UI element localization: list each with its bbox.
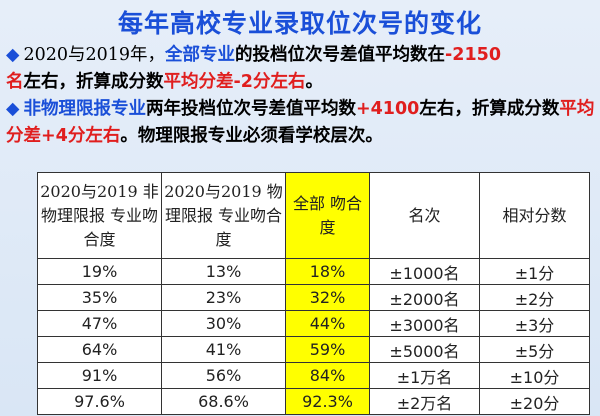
cell-score: ±5分 [479,336,590,363]
bullet-highlight: 全部专业 [165,45,236,65]
bullet-text: 。 [305,72,323,92]
cell-overall: 59% [285,336,370,363]
bullet-list: ◆ 2020与2019年，全部专业的投档位次号差值平均数在-2150 名左右，折算成… [6,42,596,150]
table-header-row: 2020与2019 非物理限报 专业吻合度 2020与2019 物理限报 专业吻… [37,172,590,259]
header-rank: 名次 [369,172,480,259]
cell-nonphysics: 47% [37,310,162,337]
bullet-text: 左右，折算成分数 [23,72,164,92]
cell-physics: 56% [161,362,286,389]
cell-rank: ±3000名 [369,310,480,337]
cell-overall: 92.3% [285,388,370,415]
cell-rank: ±1万名 [369,362,480,389]
bullet-text: 左右，折算成分数 [419,99,560,119]
diamond-bullet-icon: ◆ [6,99,20,119]
cell-score: ±10分 [479,362,590,389]
cell-physics: 30% [161,310,286,337]
bullet-highlight: 非物理限报专业 [23,99,146,119]
bullet-text: 两年投档位次号差值平均数 [145,99,356,119]
table-row: 97.6% 68.6% 92.3% ±2万名 ±20分 [37,388,590,415]
header-overall-match: 全部 吻合度 [285,172,370,259]
cell-overall: 84% [285,362,370,389]
slide-title: 每年高校专业录取位次号的变化 [117,9,482,38]
bullet-highlight: -2150 [445,45,502,65]
bullet-highlight: 平均分差+4分左右 [6,99,595,146]
cell-overall: 18% [285,258,370,285]
table-row: 19% 13% 18% ±1000名 ±1分 [37,258,590,285]
cell-nonphysics: 35% [37,284,162,311]
cell-nonphysics: 19% [37,258,162,285]
cell-nonphysics: 64% [37,336,162,363]
diamond-bullet-icon: ◆ [6,45,20,65]
cell-physics: 41% [161,336,286,363]
bullet-text: 的投档位次号差值平均数在 [235,45,446,65]
bullet-text: 2020与2019年， [23,45,166,65]
cell-rank: ±5000名 [369,336,480,363]
cell-overall: 32% [285,284,370,311]
cell-physics: 13% [161,258,286,285]
admission-table: 2020与2019 非物理限报 专业吻合度 2020与2019 物理限报 专业吻… [37,172,590,415]
bullet-item-2: ◆ 非物理限报专业两年投档位次号差值平均数+4100左右，折算成分数平均分差+4分… [6,96,596,150]
cell-score: ±20分 [479,388,590,415]
bullet-highlight: 名 [6,72,24,92]
cell-rank: ±2000名 [369,284,480,311]
cell-overall: 44% [285,310,370,337]
table-row: 35% 23% 32% ±2000名 ±2分 [37,284,590,311]
table-row: 91% 56% 84% ±1万名 ±10分 [37,362,590,389]
bullet-text: 。物理限报专业必须看学校层次。 [120,126,383,146]
bullet-item-1: ◆ 2020与2019年，全部专业的投档位次号差值平均数在-2150 名左右，折算成… [6,42,596,96]
cell-nonphysics: 91% [37,362,162,389]
cell-rank: ±1000名 [369,258,480,285]
cell-physics: 23% [161,284,286,311]
cell-score: ±1分 [479,258,590,285]
bullet-highlight: +4100 [355,99,420,119]
bullet-highlight: 平均分差-2分左右 [163,72,306,92]
cell-physics: 68.6% [161,388,286,415]
table-row: 64% 41% 59% ±5000名 ±5分 [37,336,590,363]
cell-rank: ±2万名 [369,388,480,415]
header-relative-score: 相对分数 [479,172,590,259]
cell-score: ±3分 [479,310,590,337]
header-physics-match: 2020与2019 物理限报 专业吻合度 [161,172,286,259]
cell-nonphysics: 97.6% [37,388,162,415]
cell-score: ±2分 [479,284,590,311]
table-row: 47% 30% 44% ±3000名 ±3分 [37,310,590,337]
header-nonphysics-match: 2020与2019 非物理限报 专业吻合度 [37,172,162,259]
